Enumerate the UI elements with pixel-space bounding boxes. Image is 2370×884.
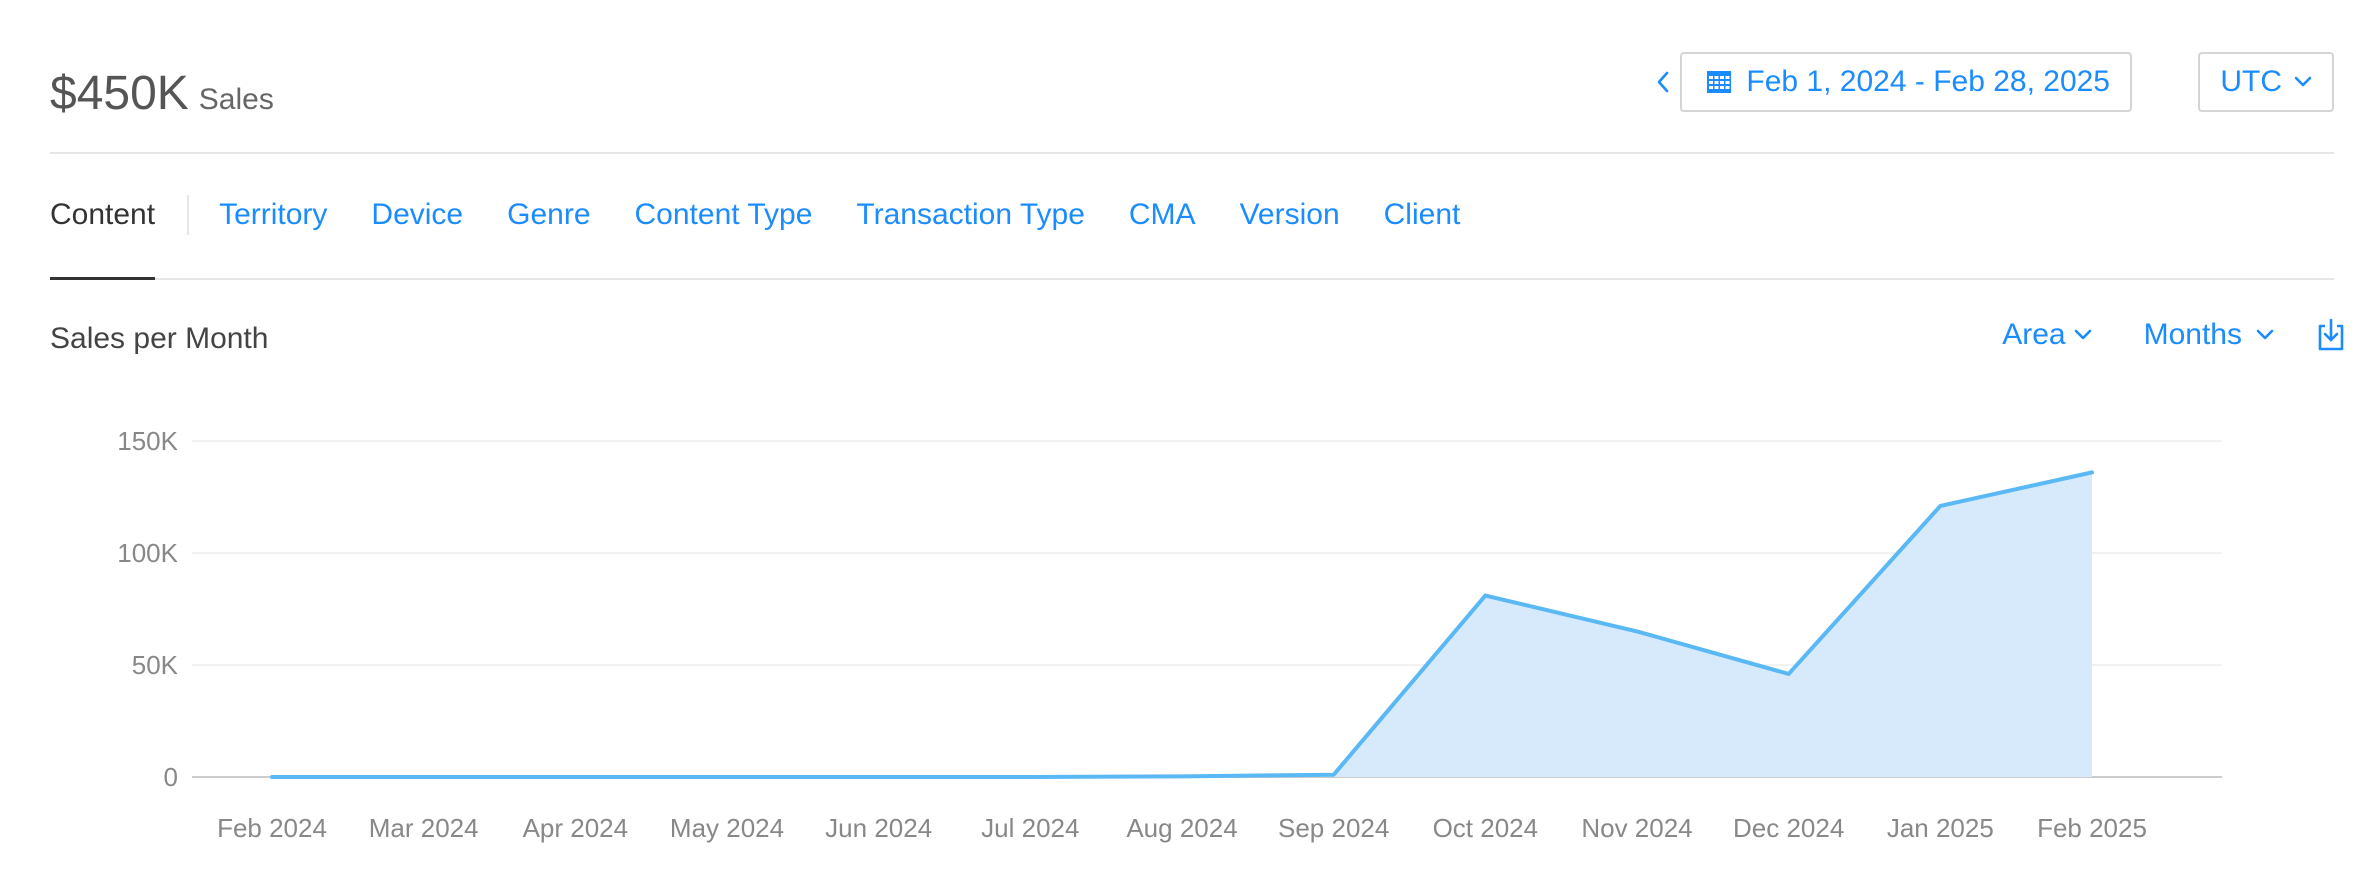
previous-period-button[interactable] xyxy=(1650,53,1676,111)
tab-label: Content Type xyxy=(634,198,813,231)
tab-label: Territory xyxy=(219,198,328,231)
dimension-tabs: Content Territory Device Genre Content T… xyxy=(50,152,2334,280)
x-tick-label: Feb 2024 xyxy=(217,813,327,843)
tab-label: Device xyxy=(371,198,464,231)
download-icon xyxy=(2318,318,2344,351)
download-button[interactable] xyxy=(2314,316,2348,354)
tab-label: Client xyxy=(1383,198,1461,231)
sales-total: $450K Sales xyxy=(50,66,274,121)
series-area-fill xyxy=(272,472,2092,777)
period-label: Months xyxy=(2143,318,2242,351)
calendar-icon xyxy=(1707,71,1732,93)
sales-total-label: Sales xyxy=(198,83,274,116)
y-tick-label: 150K xyxy=(117,426,178,456)
tab-client[interactable]: Client xyxy=(1384,152,1461,278)
sales-total-amount: $450K xyxy=(50,67,189,120)
page-header: $450K Sales Feb 1, 2024 - Feb 28, 2025 U… xyxy=(50,0,2334,154)
x-tick-label: Jan 2025 xyxy=(1887,813,1994,843)
date-range-picker[interactable]: Feb 1, 2024 - Feb 28, 2025 xyxy=(1680,52,2132,112)
chevron-left-icon xyxy=(1658,71,1669,93)
tab-content[interactable]: Content xyxy=(50,152,156,280)
x-tick-label: Dec 2024 xyxy=(1733,813,1844,843)
tab-cma[interactable]: CMA xyxy=(1129,152,1196,278)
tab-label: Transaction Type xyxy=(856,198,1085,231)
x-tick-label: Sep 2024 xyxy=(1278,813,1389,843)
x-tick-label: Jun 2024 xyxy=(825,813,932,843)
period-select[interactable]: Months xyxy=(2144,318,2274,352)
x-tick-label: Nov 2024 xyxy=(1581,813,1692,843)
chart-type-label: Area xyxy=(2002,318,2066,351)
y-axis-labels: 0 50K 100K 150K xyxy=(117,426,178,792)
tab-territory[interactable]: Territory xyxy=(219,152,327,278)
date-range-nav: Feb 1, 2024 - Feb 28, 2025 xyxy=(1650,52,2132,112)
chevron-down-icon xyxy=(2074,329,2091,340)
y-tick-label: 50K xyxy=(132,650,179,680)
tab-transaction-type[interactable]: Transaction Type xyxy=(856,152,1084,278)
chart-controls: Area Months xyxy=(2002,316,2348,354)
chart-series xyxy=(270,470,2094,779)
x-tick-label: Apr 2024 xyxy=(523,813,629,843)
date-range-label: Feb 1, 2024 - Feb 28, 2025 xyxy=(1746,65,2110,98)
y-tick-label: 0 xyxy=(164,762,178,792)
chart-title: Sales per Month xyxy=(50,322,269,355)
tab-version[interactable]: Version xyxy=(1240,152,1340,278)
x-tick-label: Mar 2024 xyxy=(369,813,479,843)
x-axis-labels: Feb 2024 Mar 2024 Apr 2024 May 2024 Jun 2024… xyxy=(217,813,2147,843)
tab-divider xyxy=(187,195,190,235)
x-tick-label: Oct 2024 xyxy=(1433,813,1539,843)
chevron-down-icon xyxy=(2256,329,2274,340)
chevron-down-icon xyxy=(2294,76,2312,87)
tab-device[interactable]: Device xyxy=(371,152,463,278)
x-tick-label: May 2024 xyxy=(670,813,784,843)
tab-label: Version xyxy=(1239,198,1340,231)
tab-label: Content xyxy=(50,198,156,231)
y-tick-label: 100K xyxy=(117,538,178,568)
x-tick-label: Feb 2025 xyxy=(2037,813,2147,843)
chart-type-select[interactable]: Area xyxy=(2002,318,2091,352)
timezone-label: UTC xyxy=(2220,65,2282,98)
tab-genre[interactable]: Genre xyxy=(507,152,590,278)
x-tick-label: Jul 2024 xyxy=(981,813,1079,843)
timezone-select[interactable]: UTC xyxy=(2198,52,2334,112)
x-tick-label: Aug 2024 xyxy=(1126,813,1237,843)
tab-content-type[interactable]: Content Type xyxy=(635,152,813,278)
tab-label: CMA xyxy=(1128,198,1196,231)
tab-label: Genre xyxy=(507,198,591,231)
